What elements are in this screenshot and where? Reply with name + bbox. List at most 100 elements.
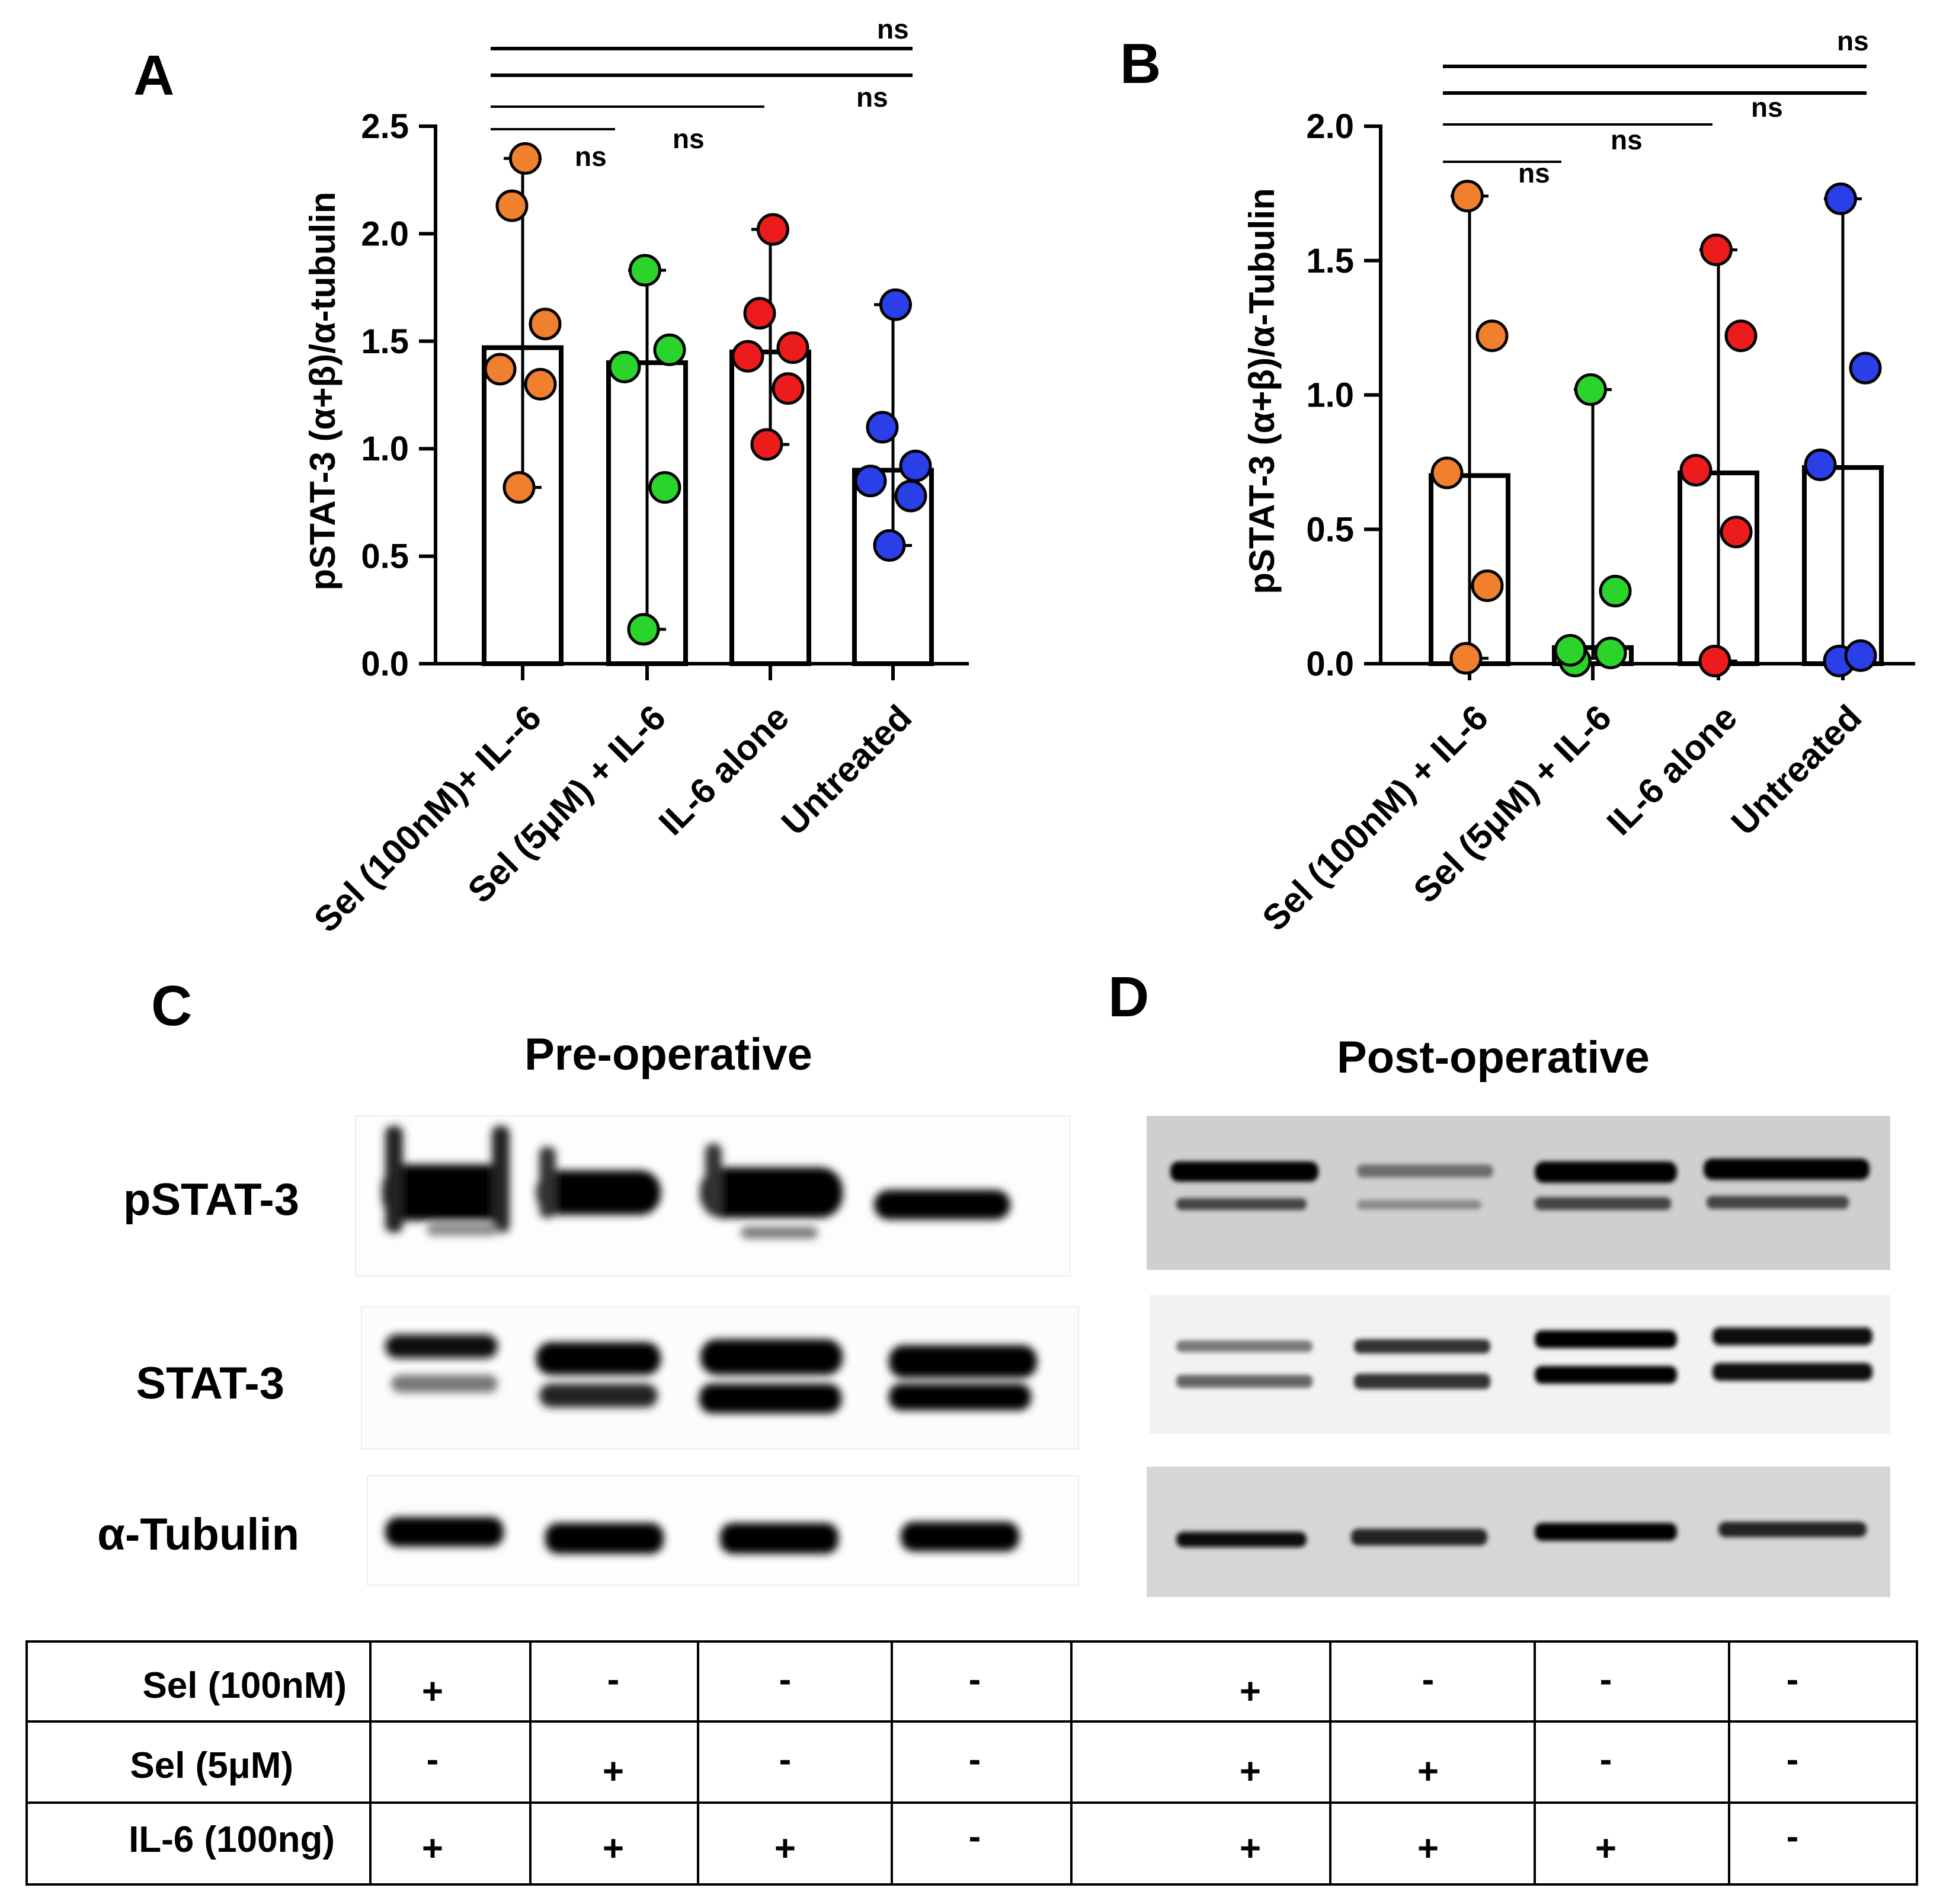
chart-a-y-tick-label: 2.0 xyxy=(361,215,409,253)
pre-stat3-upper-band-3 xyxy=(700,1339,843,1375)
table-cell: - xyxy=(607,1659,620,1700)
table-cell: + xyxy=(603,1828,624,1869)
post-stat3-lower-band-3 xyxy=(1535,1366,1677,1384)
pre-tubulin-band-4 xyxy=(901,1522,1019,1551)
chart-a-y-axis-label: pSTAT-3 (α+β)/α-tubulin xyxy=(303,191,342,590)
chart-b-category-label: Untreated xyxy=(1724,697,1869,843)
table-cell: + xyxy=(1417,1751,1439,1792)
pre-operative-blots xyxy=(355,1115,1079,1586)
chart-b-significance-label: ns xyxy=(1518,158,1550,188)
chart-a-category-label: Sel (100nM)+ IL--6 xyxy=(306,697,549,940)
chart-a-data-point xyxy=(628,254,661,287)
chart-b-data-point xyxy=(1554,633,1587,667)
post-tubulin-band-1 xyxy=(1176,1532,1307,1547)
pre-stat3-lower-band-1 xyxy=(391,1375,498,1393)
post-stat3-lower-band-2 xyxy=(1354,1374,1490,1389)
chart-b-data-point xyxy=(1451,180,1484,213)
pre-tubulin-band-3 xyxy=(720,1523,838,1554)
pre-stat3-upper-band-4 xyxy=(889,1345,1037,1378)
chart-a-data-point xyxy=(495,189,529,222)
pre-pstat3-band-3 xyxy=(700,1167,843,1218)
post-pstat3-upper-band-2 xyxy=(1357,1164,1493,1177)
chart-b-data-point xyxy=(1430,456,1464,489)
chart-a-data-point xyxy=(854,465,887,498)
chart-b-significance-label: ns xyxy=(1611,124,1643,155)
table-cell: - xyxy=(1422,1659,1435,1700)
panel-label-c: C xyxy=(151,974,192,1038)
post-pstat3-upper-band-1 xyxy=(1170,1161,1318,1182)
table-cell: - xyxy=(779,1739,792,1780)
chart-a-data-point xyxy=(508,142,542,175)
table-cell: + xyxy=(1240,1751,1261,1792)
chart-a-data-point xyxy=(648,471,681,504)
chart-b-data-point xyxy=(1720,516,1753,549)
pre-pstat3-band-2 xyxy=(536,1170,661,1215)
table-cell: + xyxy=(1417,1828,1439,1869)
chart-a-y-tick-label: 2.5 xyxy=(361,107,409,146)
chart-b-data-point xyxy=(1844,639,1877,672)
chart-a-data-point xyxy=(750,428,783,461)
chart-a-data-point xyxy=(627,613,660,646)
chart-b-y-tick-label: 0.5 xyxy=(1306,510,1354,549)
table-cell: - xyxy=(1600,1659,1612,1700)
chart-b-data-point xyxy=(1698,644,1731,677)
chart-a-significance-label: ns xyxy=(673,123,705,154)
chart-b-category-label: IL-6 alone xyxy=(1599,697,1744,843)
chart-b-data-point xyxy=(1599,575,1632,608)
post-stat3-upper-band-2 xyxy=(1354,1339,1490,1353)
table-row-label-sel-100nm: Sel (100nM) xyxy=(142,1665,347,1706)
chart-b-y-axis-label: pSTAT-3 (α+β)/α-Tubulin xyxy=(1242,188,1282,594)
blot-row-label-tubulin: α-Tubulin xyxy=(97,1509,299,1560)
chart-a-y-tick-label: 1.5 xyxy=(361,322,409,361)
table-cell: - xyxy=(1787,1739,1799,1780)
post-stat3-lower-band-4 xyxy=(1712,1363,1872,1381)
table-cell: + xyxy=(1240,1828,1261,1869)
post-pstat3-membrane xyxy=(1147,1116,1890,1270)
post-operative-blots xyxy=(1147,1116,1890,1597)
chart-b-y-tick-label: 0.0 xyxy=(1306,645,1354,683)
post-stat3-upper-band-3 xyxy=(1535,1330,1677,1348)
chart-b-significance-label: ns xyxy=(1837,25,1869,56)
chart-a-data-point xyxy=(484,353,517,386)
chart-a-data-point xyxy=(879,288,912,321)
table-cell: + xyxy=(1240,1671,1261,1712)
chart-a-significance-label: ns xyxy=(877,14,909,44)
chart-b-data-point xyxy=(1724,319,1758,353)
post-stat3-lower-band-1 xyxy=(1176,1375,1313,1388)
table-cell: - xyxy=(969,1659,981,1700)
chart-b-data-point xyxy=(1594,636,1627,670)
chart-b-data-point xyxy=(1699,233,1733,267)
chart-a-data-point xyxy=(899,449,932,482)
table-cell: + xyxy=(603,1751,624,1792)
chart-b-data-point xyxy=(1475,319,1509,353)
panel-label-b: B xyxy=(1120,32,1161,95)
chart-b-data-point xyxy=(1449,642,1483,675)
post-stat3-upper-band-4 xyxy=(1712,1327,1872,1345)
chart-b-data-point xyxy=(1679,453,1712,487)
table-cell: + xyxy=(774,1828,796,1869)
table-border xyxy=(25,1640,1918,1886)
post-tubulin-band-2 xyxy=(1351,1529,1487,1545)
table-cell: - xyxy=(427,1739,439,1780)
chart-b-y-tick-label: 1.0 xyxy=(1306,376,1354,415)
chart-a-data-point xyxy=(776,331,809,364)
table-cell: + xyxy=(422,1828,443,1869)
post-pstat3-lower-band-1 xyxy=(1176,1198,1307,1210)
chart-a-y-tick-label: 0.0 xyxy=(361,645,409,683)
chart-a-data-point xyxy=(756,213,789,246)
post-pstat3-upper-band-3 xyxy=(1535,1161,1677,1183)
pre-pstat3-smear-2 xyxy=(539,1147,556,1218)
chart-b-data-point xyxy=(1574,373,1607,406)
pre-stat3-lower-band-3 xyxy=(699,1384,841,1413)
pre-operative-title: Pre-operative xyxy=(524,1029,812,1080)
chart-a-data-point xyxy=(743,297,776,330)
panel-label-d: D xyxy=(1108,965,1149,1029)
table-cell: - xyxy=(1600,1739,1612,1780)
pre-tubulin-band-1 xyxy=(385,1517,504,1547)
chart-a-data-point xyxy=(873,529,906,562)
chart-a: pSTAT-3 (α+β)/α-tubulin 0.0 0.5 1.0 1.5 2.0 2… xyxy=(303,14,969,940)
chart-b-significance-label: ns xyxy=(1751,92,1783,123)
chart-a-y-tick-label: 1.0 xyxy=(361,430,409,468)
